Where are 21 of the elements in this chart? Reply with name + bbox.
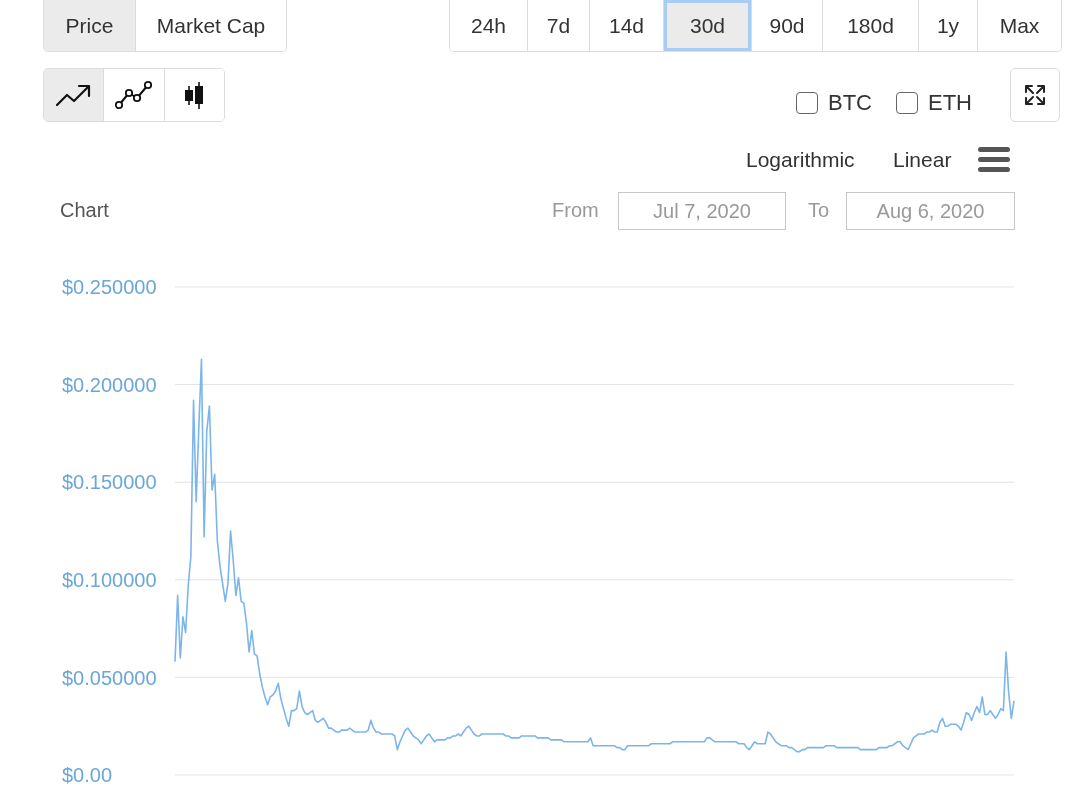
button[interactable]: Price <box>44 0 136 51</box>
checkbox[interactable] <box>896 92 918 114</box>
chart-title: Chart <box>60 199 109 221</box>
y-tick-label: $0.00 <box>62 764 113 787</box>
y-tick-label: $0.150000 <box>62 471 157 494</box>
text: To <box>808 199 830 221</box>
text: From <box>552 199 599 221</box>
text: BTC <box>828 90 872 115</box>
button[interactable] <box>1010 68 1060 122</box>
text: ETH <box>928 90 972 115</box>
button[interactable]: 24h <box>450 0 528 51</box>
y-tick-label: $0.250000 <box>62 276 157 299</box>
text: Logarithmic <box>746 148 855 171</box>
checkbox[interactable] <box>796 92 818 114</box>
y-tick-label: $0.200000 <box>62 373 157 396</box>
button[interactable] <box>44 69 105 121</box>
button[interactable]: 30d <box>664 0 752 51</box>
y-tick-label: $0.050000 <box>62 666 157 689</box>
y-tick-label: $0.100000 <box>62 569 157 591</box>
text: Linear <box>893 148 952 171</box>
line-series <box>174 358 1015 753</box>
